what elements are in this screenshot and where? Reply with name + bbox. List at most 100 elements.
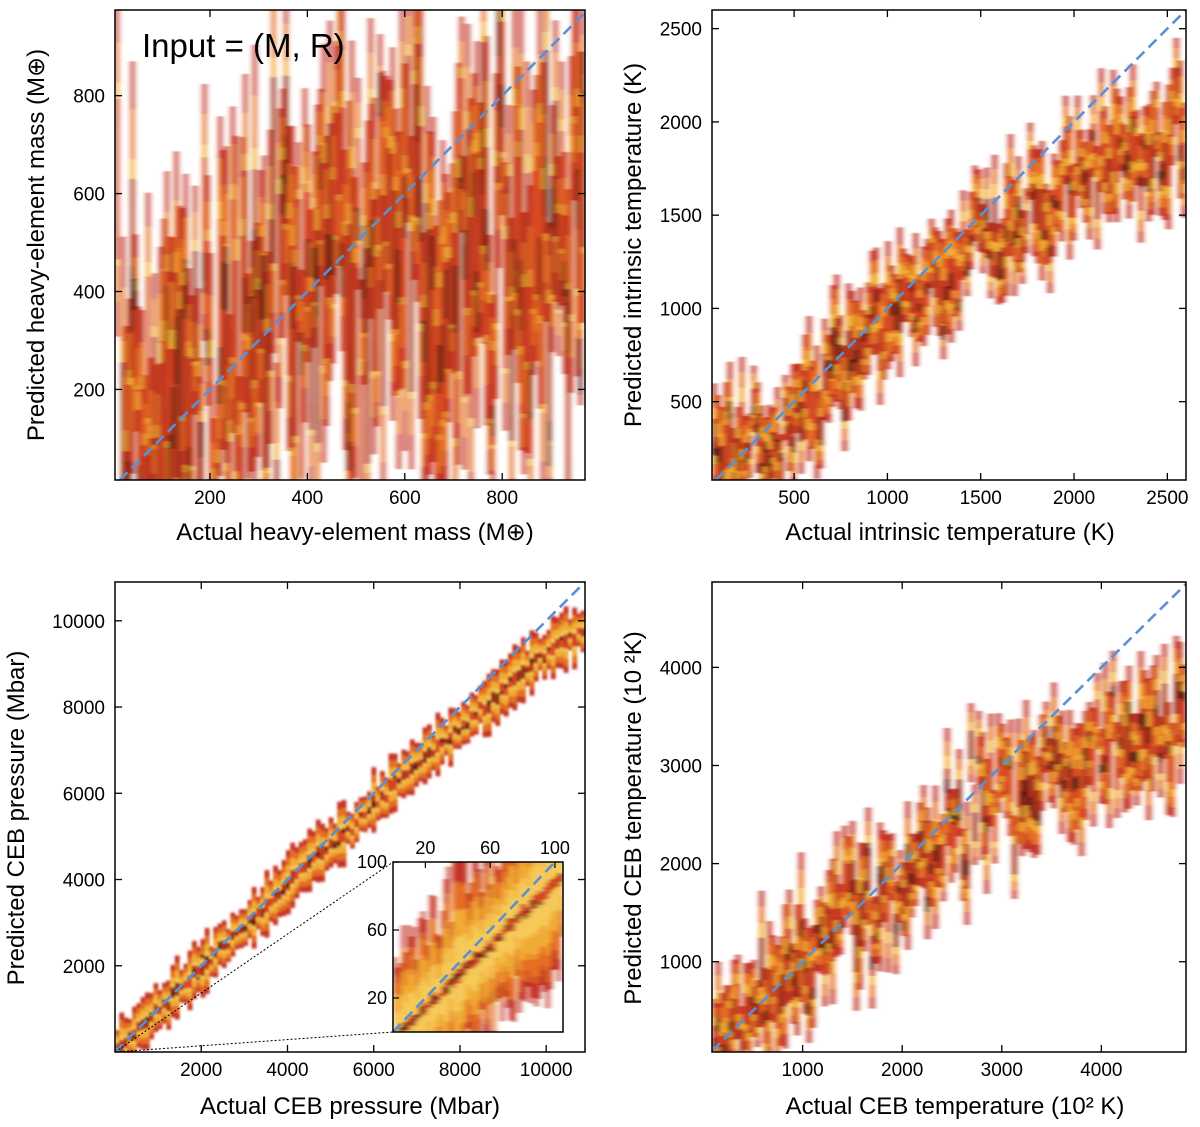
heatmap-core — [350, 168, 354, 384]
heatmap-core — [1122, 150, 1128, 178]
heatmap-core — [1126, 715, 1132, 767]
identity-line — [711, 583, 1187, 1052]
heatmap-core — [480, 950, 485, 958]
heatmap-peak — [115, 1046, 119, 1049]
heatmap-peak — [396, 1039, 399, 1042]
heatmap-core — [921, 280, 926, 317]
heatmap-core — [264, 898, 270, 913]
heatmap-peak — [503, 925, 507, 929]
heatmap-peak — [256, 908, 260, 911]
heatmap-peak — [439, 739, 444, 743]
identity-line — [118, 11, 586, 481]
heatmap-peak — [472, 951, 475, 956]
heatmap-core — [209, 357, 213, 480]
heatmap-peak — [727, 1021, 732, 1030]
heatmap-peak — [500, 936, 504, 941]
heatmap-peak — [221, 261, 225, 309]
heatmap-core — [542, 653, 548, 664]
heatmap-core — [337, 45, 342, 195]
heatmap-peak — [444, 269, 447, 319]
y-tick-label: 1500 — [660, 206, 702, 227]
heatmap-peak — [483, 953, 487, 958]
heatmap-core — [933, 261, 938, 298]
heatmap-peak — [877, 866, 882, 884]
heatmap-core — [572, 10, 577, 117]
heatmap-peak — [418, 177, 422, 242]
heatmap-core — [435, 996, 439, 1005]
heatmap-core — [810, 391, 816, 424]
axis-ticks: 1000 2000 3000 4000 1000 2000 3000 4000 — [660, 582, 1186, 1081]
heatmap-peak — [838, 344, 842, 356]
heatmap-core — [735, 983, 741, 1015]
heatmap-core — [388, 778, 394, 792]
heatmap-core — [541, 189, 545, 405]
inset-zoom: 20 60 100 20 60 100 — [357, 838, 570, 1042]
heatmap-core — [1063, 126, 1068, 159]
heatmap-core — [418, 1006, 422, 1018]
heatmap-band — [124, 484, 128, 625]
heatmap-peak — [281, 174, 284, 214]
heatmap-peak — [1035, 810, 1040, 823]
heatmap-peak — [1032, 186, 1036, 200]
heatmap-peak — [870, 956, 874, 970]
heatmap-core — [1154, 107, 1159, 135]
heatmap-peak — [791, 437, 795, 452]
heatmap-peak — [755, 1005, 760, 1014]
heatmap-peak — [1178, 145, 1182, 162]
heatmap-core — [1103, 143, 1108, 183]
heatmap-peak — [953, 815, 957, 826]
heatmap-core — [273, 890, 278, 904]
plot-frame — [711, 581, 1187, 1053]
plot-frame — [114, 9, 586, 481]
heatmap-peak — [814, 924, 819, 934]
heatmap-core — [1063, 766, 1068, 792]
axis-ticks: 500 1000 1500 2000 2500 500 1000 1500 2000 2500 — [660, 10, 1188, 509]
heatmap-peak — [486, 945, 490, 950]
heatmap-core — [397, 227, 401, 391]
heatmap-core — [842, 860, 847, 898]
inset-x-tick-label: 100 — [540, 838, 570, 858]
heatmap-core — [1000, 247, 1005, 279]
heatmap-peak — [285, 882, 290, 888]
heatmap-core — [422, 751, 428, 764]
heatmap-core — [155, 437, 160, 480]
inset-x-tick-label: 60 — [480, 838, 500, 858]
heatmap-core — [1114, 755, 1120, 791]
heatmap-core — [795, 387, 800, 413]
heatmap-peak — [525, 669, 529, 672]
heatmap-band — [398, 1009, 403, 1032]
heatmap-core — [576, 627, 582, 635]
heatmap-core — [1182, 142, 1186, 184]
heatmap-peak — [397, 249, 400, 303]
heatmap-core — [375, 256, 379, 372]
heatmap-peak — [775, 439, 779, 453]
heatmap-core — [854, 924, 859, 973]
heatmap-peak — [337, 841, 341, 847]
heatmap-core — [462, 245, 467, 397]
heatmap-peak — [512, 239, 516, 293]
heatmap-core — [461, 719, 466, 729]
heatmap-core — [1130, 111, 1136, 162]
y-tick-label: 2000 — [63, 957, 105, 978]
heatmap-band — [719, 1007, 725, 1052]
heatmap-core — [1087, 730, 1092, 761]
heatmap-core — [506, 176, 511, 297]
heatmap-core — [294, 868, 300, 880]
x-tick-label: 600 — [389, 488, 421, 509]
inset-ticks: 20 60 100 20 60 100 — [357, 838, 570, 1008]
heatmap-core — [1039, 747, 1045, 783]
heatmap-peak — [810, 987, 815, 1000]
heatmap-core — [396, 1033, 399, 1041]
heatmap-core — [566, 302, 570, 480]
heatmap-core — [403, 173, 407, 361]
heatmap-peak — [463, 966, 467, 971]
heatmap-core — [486, 700, 492, 714]
heatmap-core — [543, 886, 547, 900]
heatmap-core — [980, 776, 986, 823]
axis-ticks: 2000 4000 6000 8000 10000 2000 4000 6000 8000 100… — [52, 582, 585, 1081]
heatmap-core — [124, 451, 129, 480]
heatmap-core — [428, 229, 432, 395]
heatmap-peak — [249, 296, 253, 333]
heatmap-core — [1012, 844, 1017, 875]
heatmap-core — [296, 199, 301, 296]
